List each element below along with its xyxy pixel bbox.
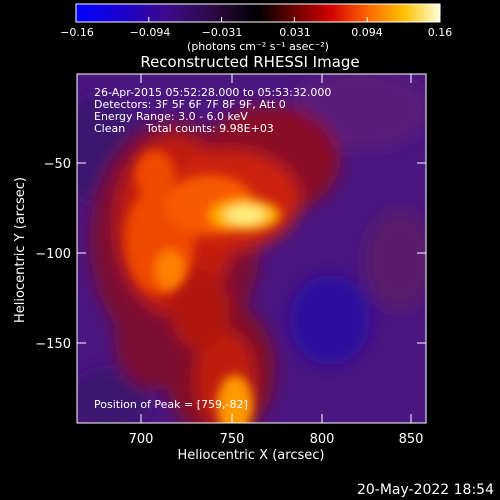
colorbar-tick-label: 0.16 xyxy=(428,26,453,39)
y-axis-label: Heliocentric Y (arcsec) xyxy=(13,177,28,323)
x-tick-label: 800 xyxy=(310,432,335,447)
y-axis-ticks xyxy=(77,162,426,344)
y-tick-label: −100 xyxy=(35,247,71,262)
x-tick-label: 700 xyxy=(129,432,154,447)
solar-image xyxy=(77,74,426,423)
x-axis-label: Heliocentric X (arcsec) xyxy=(178,448,325,463)
y-tick-label: −150 xyxy=(35,337,71,352)
colorbar-tick-label: 0.094 xyxy=(351,26,383,39)
x-tick-label: 850 xyxy=(399,432,424,447)
total-counts-label: Total counts: 9.98E+03 xyxy=(145,122,274,135)
method-label: Clean xyxy=(94,122,125,135)
colorbar-tick-label: −0.094 xyxy=(130,26,171,39)
render-timestamp: 20-May-2022 18:54 xyxy=(357,482,494,498)
peak-position-label: Position of Peak = [759,-82] xyxy=(94,398,248,411)
colorbar-unit-label: (photons cm⁻² s⁻¹ asec⁻²) xyxy=(187,40,329,53)
x-axis-ticks xyxy=(140,74,412,423)
colorbar-tick-label: 0.031 xyxy=(279,26,311,39)
time-range-label: 26-Apr-2015 05:52:28.000 to 05:53:32.000 xyxy=(94,86,331,99)
plot-title: Reconstructed RHESSI Image xyxy=(140,53,359,71)
plot-frame xyxy=(76,73,427,424)
detectors-label: Detectors: 3F 5F 6F 7F 8F 9F, Att 0 xyxy=(94,98,286,111)
colorbar xyxy=(75,3,441,23)
colorbar-tick-label: −0.16 xyxy=(60,26,94,39)
colorbar-tick-label: −0.031 xyxy=(202,26,243,39)
colorbar-tick-marks xyxy=(75,17,441,22)
x-tick-label: 750 xyxy=(220,432,245,447)
y-tick-label: −50 xyxy=(44,157,71,172)
energy-range-label: Energy Range: 3.0 - 6.0 keV xyxy=(94,110,248,123)
